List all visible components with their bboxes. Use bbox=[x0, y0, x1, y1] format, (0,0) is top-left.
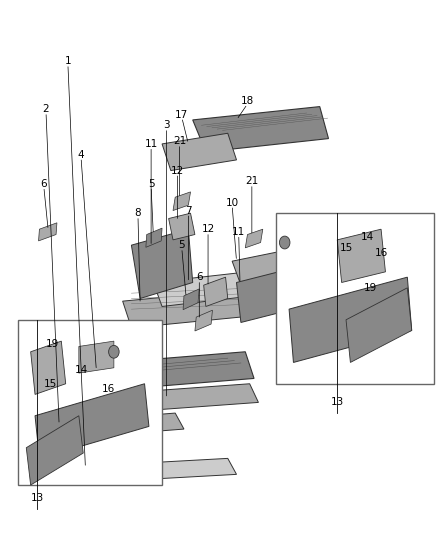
Text: 10: 10 bbox=[226, 198, 239, 207]
Text: 4: 4 bbox=[78, 150, 85, 159]
Text: 5: 5 bbox=[148, 179, 155, 189]
Polygon shape bbox=[169, 213, 195, 240]
Polygon shape bbox=[79, 341, 114, 373]
Text: 11: 11 bbox=[145, 139, 158, 149]
Polygon shape bbox=[123, 288, 267, 328]
Text: 21: 21 bbox=[245, 176, 258, 186]
Text: 16: 16 bbox=[374, 248, 388, 258]
Polygon shape bbox=[131, 229, 193, 298]
Text: 3: 3 bbox=[163, 120, 170, 130]
Polygon shape bbox=[193, 107, 328, 152]
Polygon shape bbox=[346, 288, 412, 362]
Text: 14: 14 bbox=[361, 232, 374, 242]
Text: 5: 5 bbox=[178, 240, 185, 250]
Polygon shape bbox=[35, 458, 237, 485]
Polygon shape bbox=[39, 223, 57, 241]
Text: 21: 21 bbox=[173, 136, 186, 146]
Text: 8: 8 bbox=[134, 208, 141, 218]
Bar bbox=[18, 320, 162, 485]
Polygon shape bbox=[289, 277, 412, 362]
Polygon shape bbox=[204, 277, 228, 306]
Text: 6: 6 bbox=[196, 272, 203, 282]
Polygon shape bbox=[232, 248, 307, 285]
Polygon shape bbox=[195, 310, 212, 331]
Polygon shape bbox=[153, 269, 276, 306]
Polygon shape bbox=[183, 289, 199, 310]
Polygon shape bbox=[146, 228, 162, 247]
Text: 17: 17 bbox=[175, 110, 188, 119]
Text: 2: 2 bbox=[42, 104, 49, 114]
Text: 13: 13 bbox=[31, 494, 44, 503]
Text: 7: 7 bbox=[185, 206, 192, 215]
Polygon shape bbox=[31, 341, 66, 394]
Text: 19: 19 bbox=[46, 339, 59, 349]
Polygon shape bbox=[245, 229, 263, 248]
Text: 15: 15 bbox=[44, 379, 57, 389]
Text: 15: 15 bbox=[339, 243, 353, 253]
Text: 6: 6 bbox=[40, 179, 47, 189]
Text: 1: 1 bbox=[64, 56, 71, 66]
Polygon shape bbox=[337, 229, 385, 282]
Polygon shape bbox=[237, 269, 293, 322]
Text: 19: 19 bbox=[364, 283, 377, 293]
Text: 12: 12 bbox=[171, 166, 184, 175]
Circle shape bbox=[279, 236, 290, 249]
Polygon shape bbox=[35, 384, 149, 458]
Text: 16: 16 bbox=[102, 384, 115, 394]
Polygon shape bbox=[173, 192, 191, 211]
Text: 11: 11 bbox=[232, 227, 245, 237]
Polygon shape bbox=[48, 352, 254, 394]
Polygon shape bbox=[39, 413, 184, 440]
Circle shape bbox=[109, 345, 119, 358]
Text: 18: 18 bbox=[241, 96, 254, 106]
Text: 14: 14 bbox=[74, 366, 88, 375]
Polygon shape bbox=[162, 133, 237, 171]
Ellipse shape bbox=[66, 462, 79, 471]
Text: 13: 13 bbox=[331, 398, 344, 407]
Text: 12: 12 bbox=[201, 224, 215, 234]
Polygon shape bbox=[66, 384, 258, 416]
Polygon shape bbox=[26, 416, 83, 485]
Bar bbox=[276, 213, 434, 384]
